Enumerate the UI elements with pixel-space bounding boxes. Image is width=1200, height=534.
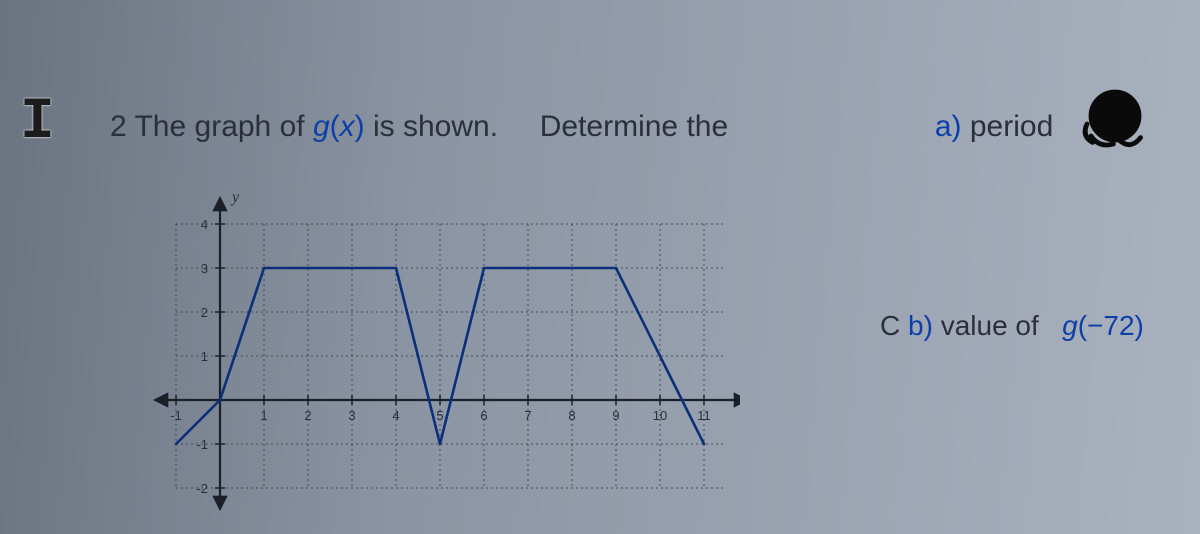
part-b-label: b): [908, 310, 933, 341]
question-text-after: is shown.: [373, 110, 498, 143]
svg-text:1: 1: [260, 408, 267, 423]
svg-text:8: 8: [568, 408, 575, 423]
part-b-fn-name: g: [1062, 310, 1078, 341]
part-a-label: a): [935, 110, 962, 143]
svg-text:5: 5: [436, 408, 443, 423]
svg-text:3: 3: [201, 261, 208, 276]
part-b-text: value of: [941, 310, 1039, 341]
graph: -11234567891011-2-11234xy: [130, 160, 740, 520]
question-determine: Determine the: [540, 110, 728, 143]
part-b-fn-arg: −72: [1087, 310, 1135, 341]
svg-text:y: y: [230, 189, 240, 206]
question-fn-name: g: [313, 110, 330, 143]
svg-text:2: 2: [201, 305, 208, 320]
svg-text:-1: -1: [170, 408, 182, 423]
svg-text:-2: -2: [196, 481, 208, 496]
question-number: 2: [110, 110, 127, 143]
question-fn-arg-close: ): [355, 110, 365, 143]
part-b-fn-open: (: [1078, 310, 1087, 341]
graph-svg: -11234567891011-2-11234xy: [130, 160, 740, 520]
svg-text:4: 4: [201, 217, 208, 232]
text-cursor-ibeam: I: [20, 90, 55, 155]
svg-text:10: 10: [653, 408, 667, 423]
part-b-line: C b) value of g(−72): [880, 310, 1144, 342]
part-b-lead: C: [880, 310, 900, 341]
svg-text:-1: -1: [196, 437, 208, 452]
part-b-fn-close: ): [1135, 310, 1144, 341]
svg-text:9: 9: [612, 408, 619, 423]
svg-text:3: 3: [348, 408, 355, 423]
question-text-before: The graph of: [134, 110, 312, 143]
svg-text:2: 2: [304, 408, 311, 423]
svg-text:7: 7: [524, 408, 531, 423]
svg-text:11: 11: [697, 408, 711, 423]
question-fn-arg-open: (: [330, 110, 340, 143]
svg-text:1: 1: [201, 349, 208, 364]
svg-text:6: 6: [480, 408, 487, 423]
question-line: 2 The graph of g(x) is shown. Determine …: [110, 110, 1180, 144]
part-a-text: period: [970, 110, 1053, 143]
svg-text:4: 4: [392, 408, 399, 423]
question-fn-arg: x: [340, 110, 355, 143]
